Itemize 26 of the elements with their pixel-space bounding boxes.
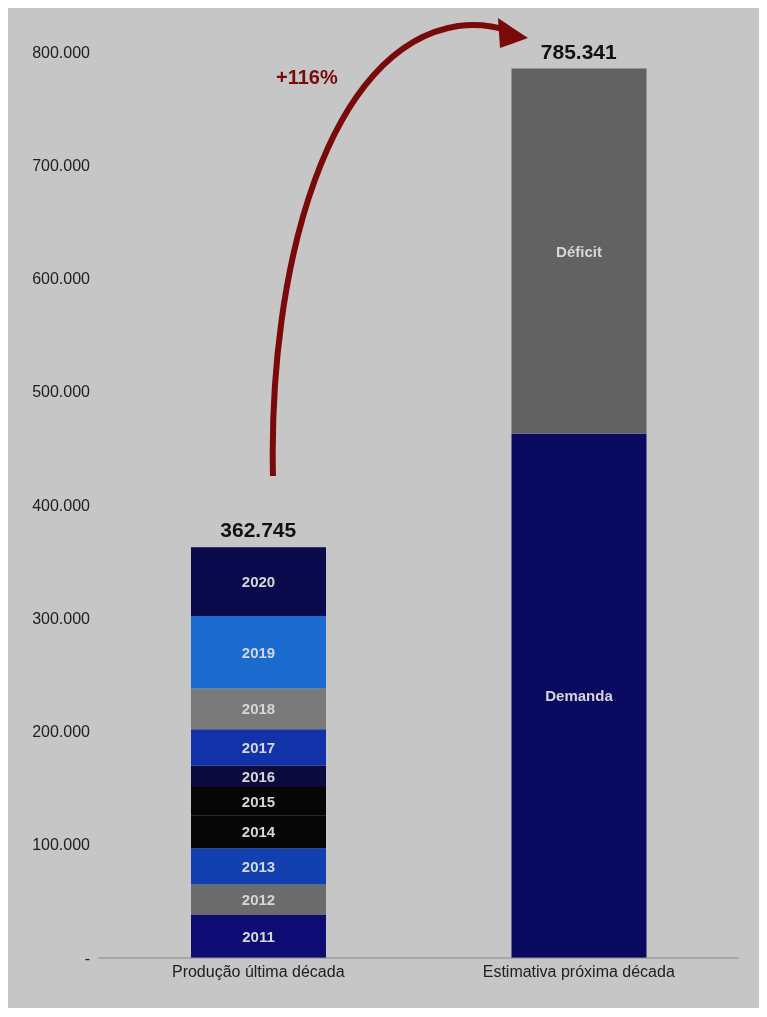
series-label: 2013 [241,857,276,875]
series-label: 2011 [242,927,275,945]
total-label: 362.745 [220,518,297,542]
series-label: 2019 [241,643,276,661]
y-tick-label: 800.000 [32,43,91,61]
y-tick-label: 700.000 [32,156,91,174]
y-tick-label: 500.000 [32,383,91,401]
total-label: 785.341 [540,39,618,63]
series-label: Demanda [545,687,614,705]
y-tick-label: - [84,949,90,967]
series-label: 2018 [241,700,276,718]
x-tick-label: Produção última década [171,963,345,981]
series-label: 2016 [241,767,276,785]
y-tick-label: 200.000 [32,723,91,741]
y-tick-label: 100.000 [32,836,91,854]
series-label: Déficit [556,242,602,260]
series-label: 2020 [241,573,276,591]
y-tick-label: 300.000 [32,609,91,627]
series-label: 2017 [241,738,276,756]
y-tick-label: 400.000 [32,496,91,514]
x-tick-label: Estimativa próxima década [482,963,675,981]
series-label: 2012 [241,891,276,909]
series-label: 2014 [241,823,276,841]
annotation: +116% [276,66,338,89]
series-label: 2015 [241,792,276,810]
y-tick-label: 600.000 [32,270,91,288]
